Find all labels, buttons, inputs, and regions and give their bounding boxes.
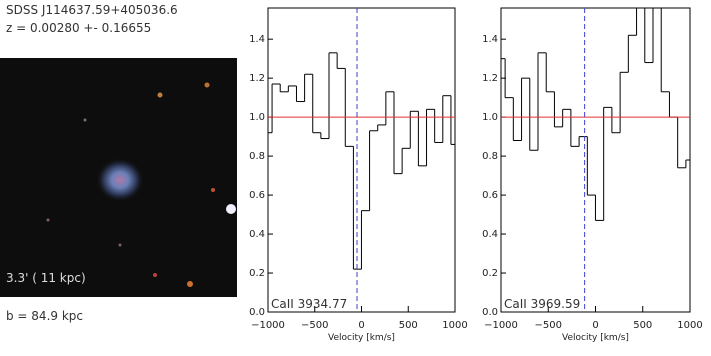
y-tick-label: 1.0	[482, 112, 498, 123]
y-tick-label: 1.4	[482, 34, 498, 45]
y-tick-label: 0.2	[482, 268, 498, 279]
x-tick-label: 500	[633, 320, 652, 331]
scale-label: 3.3' ( 11 kpc)	[6, 271, 86, 285]
y-tick-label: 1.2	[249, 73, 265, 84]
line-label: CaII 3969.59	[504, 297, 580, 311]
x-tick-label: −500	[535, 320, 562, 331]
x-tick-label: 500	[399, 320, 418, 331]
plot-area	[501, 8, 690, 312]
y-tick-label: 0.4	[249, 229, 265, 240]
x-axis-label: Velocity [km/s]	[562, 333, 629, 343]
y-tick-label: 0.6	[249, 190, 265, 201]
y-tick-label: 0.0	[482, 307, 498, 318]
y-tick-label: 0.8	[482, 151, 498, 162]
x-tick-label: −500	[301, 320, 328, 331]
plot-area	[268, 8, 455, 312]
redshift: z = 0.00280 +- 0.16655	[6, 21, 151, 35]
x-tick-label: 1000	[442, 320, 467, 331]
y-tick-label: 1.4	[249, 34, 265, 45]
x-tick-label: 0	[592, 320, 598, 331]
impact-parameter: b = 84.9 kpc	[6, 309, 83, 323]
y-tick-label: 1.0	[249, 112, 265, 123]
y-tick-label: 0.8	[249, 151, 265, 162]
line-label: CaII 3934.77	[271, 297, 347, 311]
x-tick-label: 1000	[677, 320, 702, 331]
sky-image	[0, 58, 237, 297]
object-name: SDSS J114637.59+405036.6	[6, 3, 178, 17]
x-tick-label: −1000	[251, 320, 285, 331]
y-tick-label: 0.0	[249, 307, 265, 318]
y-tick-label: 1.2	[482, 73, 498, 84]
y-tick-label: 0.6	[482, 190, 498, 201]
x-tick-label: 0	[358, 320, 364, 331]
x-tick-label: −1000	[484, 320, 518, 331]
y-tick-label: 0.2	[249, 268, 265, 279]
y-tick-label: 0.4	[482, 229, 498, 240]
x-axis-label: Velocity [km/s]	[328, 333, 395, 343]
